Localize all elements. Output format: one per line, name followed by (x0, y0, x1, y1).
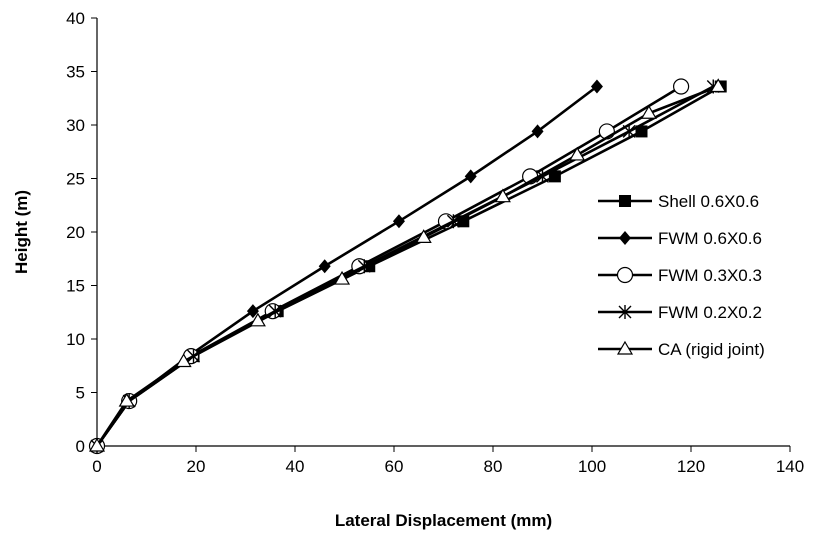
legend-item: FWM 0.6X0.6 (598, 229, 762, 248)
legend-label: CA (rigid joint) (658, 340, 765, 359)
legend-marker (619, 195, 631, 207)
data-point (570, 148, 584, 160)
y-tick-label: 25 (66, 170, 85, 189)
y-tick-label: 15 (66, 277, 85, 296)
x-tick-label: 140 (776, 457, 804, 476)
legend-label: FWM 0.2X0.2 (658, 303, 762, 322)
series-layer (90, 79, 727, 454)
y-tick-label: 35 (66, 63, 85, 82)
legend-item: Shell 0.6X0.6 (598, 192, 759, 211)
legend-label: FWM 0.3X0.3 (658, 266, 762, 285)
x-tick-label: 80 (484, 457, 503, 476)
y-tick-label: 40 (66, 9, 85, 28)
data-point (674, 79, 689, 94)
x-tick-label: 0 (92, 457, 101, 476)
x-tick-label: 20 (187, 457, 206, 476)
series-line (97, 86, 597, 446)
legend-item: CA (rigid joint) (598, 340, 765, 359)
series-ca-rigid (90, 79, 725, 451)
series-fwm-0-3 (90, 79, 689, 454)
x-axis-title: Lateral Displacement (mm) (335, 511, 552, 530)
series-line (97, 86, 681, 446)
series-shell-0-6 (91, 80, 727, 452)
y-tick-label: 5 (76, 384, 85, 403)
legend-item: FWM 0.2X0.2 (598, 303, 762, 322)
data-point (465, 169, 477, 183)
data-point (393, 214, 405, 228)
series-line (97, 86, 721, 446)
legend-item: FWM 0.3X0.3 (598, 266, 762, 285)
x-tick-label: 40 (286, 457, 305, 476)
y-tick-label: 30 (66, 116, 85, 135)
series-fwm-0-2 (91, 79, 719, 453)
series-fwm-0-6 (91, 79, 603, 453)
x-tick-label: 60 (385, 457, 404, 476)
data-point (532, 124, 544, 138)
y-tick-label: 0 (76, 437, 85, 456)
legend-label: FWM 0.6X0.6 (658, 229, 762, 248)
y-axis-title: Height (m) (12, 190, 31, 274)
y-tick-label: 10 (66, 330, 85, 349)
x-tick-label: 100 (578, 457, 606, 476)
data-point (591, 79, 603, 93)
legend-marker (619, 231, 631, 245)
legend-marker (618, 268, 633, 283)
x-tick-label: 120 (677, 457, 705, 476)
legend-label: Shell 0.6X0.6 (658, 192, 759, 211)
data-point (496, 190, 510, 202)
y-tick-label: 20 (66, 223, 85, 242)
series-line (97, 86, 713, 446)
legend: Shell 0.6X0.6 FWM 0.6X0.6 FWM 0.3X0.3 FWM 0… (598, 192, 765, 359)
data-point (319, 259, 331, 273)
